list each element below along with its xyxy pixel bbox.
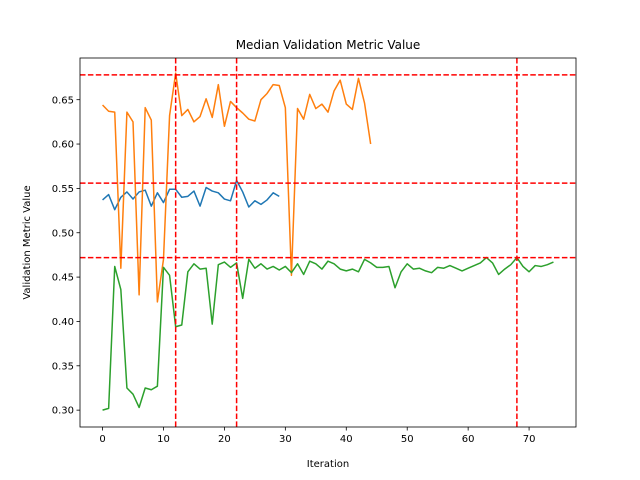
x-axis-label: Iteration xyxy=(307,459,349,470)
x-tick-label: 40 xyxy=(340,434,353,445)
x-tick-label: 60 xyxy=(462,434,475,445)
x-tick-label: 50 xyxy=(401,434,414,445)
x-tick-label: 20 xyxy=(218,434,231,445)
x-tick-label: 70 xyxy=(523,434,536,445)
y-tick-label: 0.45 xyxy=(52,273,74,284)
y-axis-ticks: 0.30 0.35 0.40 0.45 0.50 0.55 0.60 0.65 xyxy=(52,95,80,417)
y-axis-label: Validation Metric Value xyxy=(22,185,33,299)
y-tick-label: 0.50 xyxy=(52,228,74,239)
series-line-3 xyxy=(102,256,554,411)
y-tick-label: 0.35 xyxy=(52,361,74,372)
reference-lines xyxy=(80,58,576,427)
series-line-1 xyxy=(102,179,280,211)
x-tick-label: 0 xyxy=(99,434,105,445)
y-tick-label: 0.60 xyxy=(52,140,74,151)
y-tick-label: 0.30 xyxy=(52,406,74,417)
y-tick-label: 0.40 xyxy=(52,317,74,328)
chart-title: Median Validation Metric Value xyxy=(236,38,421,52)
plot-frame xyxy=(79,57,577,428)
plot-area xyxy=(80,58,576,427)
x-tick-label: 30 xyxy=(279,434,292,445)
y-tick-label: 0.55 xyxy=(52,184,74,195)
x-axis-ticks: 0 10 20 30 40 50 60 70 xyxy=(99,427,535,445)
y-tick-label: 0.65 xyxy=(52,95,74,106)
x-tick-label: 10 xyxy=(157,434,170,445)
